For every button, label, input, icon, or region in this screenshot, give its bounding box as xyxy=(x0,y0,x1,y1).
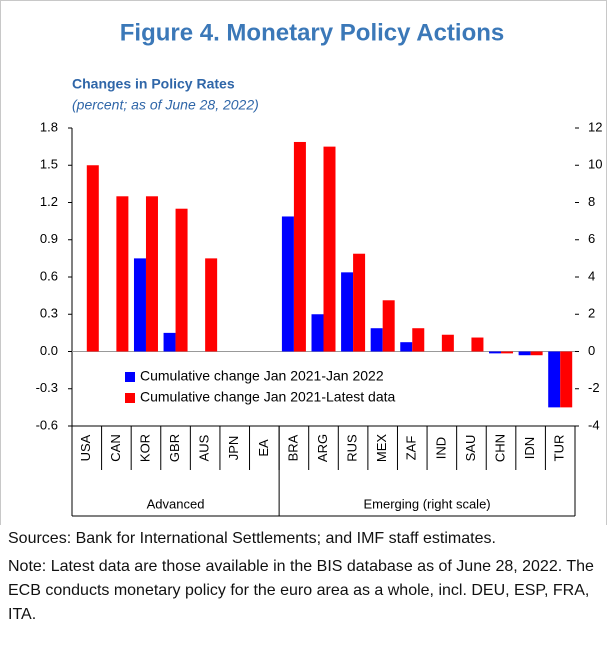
legend-swatch xyxy=(125,372,135,382)
bar xyxy=(175,208,188,352)
bar xyxy=(518,351,531,356)
group-label: Emerging (right scale) xyxy=(363,496,490,511)
x-tick-label: CHN xyxy=(492,434,507,462)
bar xyxy=(86,165,99,352)
x-tick-label: ZAF xyxy=(404,436,419,461)
legend-label: Cumulative change Jan 2021-Jan 2022 xyxy=(140,368,384,384)
x-tick-label: GBR xyxy=(167,434,182,462)
y2-tick-label: 6 xyxy=(588,231,595,246)
footer: Sources: Bank for International Settleme… xyxy=(8,527,600,631)
x-tick-label: TUR xyxy=(552,435,567,462)
bar xyxy=(548,351,561,408)
bar xyxy=(412,328,425,352)
y2-tick-label: 8 xyxy=(588,194,595,209)
x-tick-label: AUS xyxy=(197,434,212,461)
y2-tick-label: 4 xyxy=(588,268,595,283)
chart-title: Figure 4. Monetary Policy Actions xyxy=(120,19,505,46)
bar xyxy=(501,351,514,354)
bar xyxy=(145,196,158,352)
bar xyxy=(341,272,354,352)
x-tick-label: EA xyxy=(256,439,271,457)
bar xyxy=(281,216,294,352)
chart: Figure 4. Monetary Policy Actions Change… xyxy=(0,0,607,525)
y2-tick-label: 0 xyxy=(588,343,595,358)
x-tick-label: JPN xyxy=(226,436,241,461)
y2-tick-label: 12 xyxy=(588,119,602,134)
y-tick-label: 0.9 xyxy=(40,231,58,246)
bar xyxy=(471,337,484,352)
legend-swatch xyxy=(125,393,135,403)
bar xyxy=(205,258,218,352)
y-tick-label: 1.2 xyxy=(40,194,58,209)
x-tick-label: USA xyxy=(78,434,93,461)
unit-note: (percent; as of June 28, 2022) xyxy=(72,97,259,113)
bar xyxy=(293,141,306,352)
bar xyxy=(441,334,454,352)
x-tick-label: BRA xyxy=(285,434,300,461)
bar xyxy=(530,351,543,356)
x-tick-label: IND xyxy=(433,437,448,459)
legend-label: Cumulative change Jan 2021-Latest data xyxy=(140,389,395,405)
bar xyxy=(489,351,502,354)
x-tick-label: ARG xyxy=(315,434,330,462)
y-tick-label: 0.0 xyxy=(40,343,58,358)
y-tick-label: 1.8 xyxy=(40,119,58,134)
x-tick-label: MEX xyxy=(374,434,389,463)
bar xyxy=(382,300,395,352)
x-tick-label: SAU xyxy=(463,435,478,462)
chart-subtitle: Changes in Policy Rates xyxy=(72,76,235,92)
x-tick-label: IDN xyxy=(522,437,537,459)
bar xyxy=(133,258,146,352)
y-tick-label: 0.3 xyxy=(40,306,58,321)
bar xyxy=(400,342,413,352)
y2-tick-label: -2 xyxy=(588,380,600,395)
x-tick-label: CAN xyxy=(108,434,123,461)
y-tick-label: 0.6 xyxy=(40,268,58,283)
bar xyxy=(370,328,383,352)
y-tick-label: -0.3 xyxy=(36,380,58,395)
x-tick-label: RUS xyxy=(345,434,360,462)
y-tick-label: -0.6 xyxy=(36,417,58,432)
bar xyxy=(323,146,336,352)
x-tick-label: KOR xyxy=(137,434,152,462)
sources: Sources: Bank for International Settleme… xyxy=(8,530,496,547)
bar xyxy=(163,332,176,352)
bar xyxy=(560,351,573,408)
y2-tick-label: 2 xyxy=(588,306,595,321)
bar xyxy=(116,196,129,352)
group-label: Advanced xyxy=(147,496,205,511)
note: Note: Latest data are those available in… xyxy=(8,558,594,623)
bar xyxy=(353,253,366,352)
y-tick-label: 1.5 xyxy=(40,157,58,172)
y2-tick-label: -4 xyxy=(588,417,600,432)
y2-tick-label: 10 xyxy=(588,157,602,172)
bar xyxy=(311,314,324,352)
